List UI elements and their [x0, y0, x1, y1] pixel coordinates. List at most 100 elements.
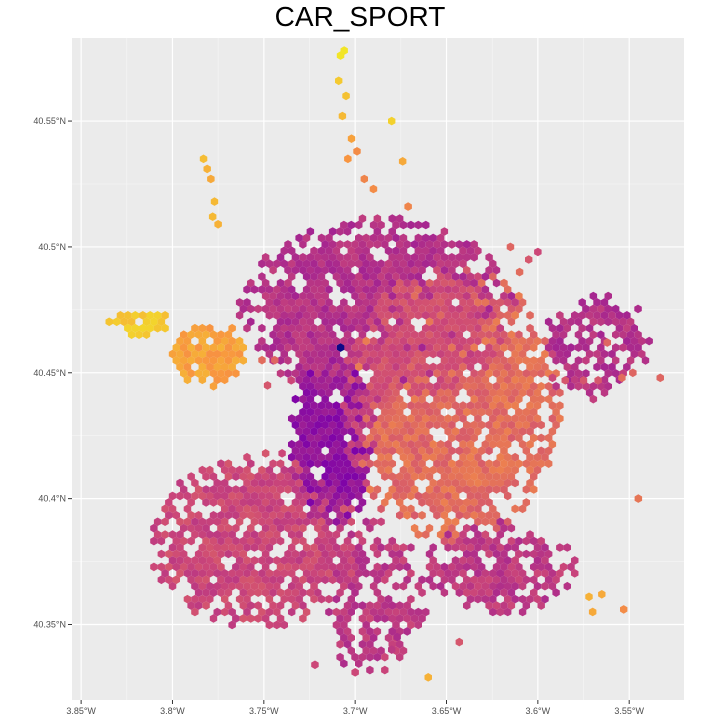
hex-cell [139, 311, 147, 320]
hex-cell [489, 440, 497, 449]
hex-cell [180, 485, 188, 494]
hex-cell [612, 304, 620, 314]
hex-cell [299, 304, 307, 314]
hex-cell [362, 285, 370, 294]
hex-cell [377, 311, 385, 320]
hex-cell [604, 382, 612, 391]
hex-cell [358, 330, 367, 339]
hex-cell [224, 536, 233, 546]
hex-cell [392, 259, 400, 269]
hex-cell [217, 343, 225, 352]
hex-cell [250, 478, 259, 488]
hex-cell [165, 562, 173, 572]
hex-cell [626, 356, 635, 365]
hex-cell [206, 362, 214, 372]
hex-cell [448, 317, 456, 327]
hex-cell [641, 356, 650, 365]
hex-cell [377, 362, 385, 372]
hex-cell [500, 459, 508, 468]
hex-cell [515, 369, 523, 378]
hex-cell [403, 356, 411, 365]
hex-cell [429, 233, 437, 243]
hex-cell [444, 478, 452, 488]
hex-cell [489, 414, 497, 423]
hex-cell [288, 607, 296, 617]
hex-cell [332, 594, 341, 604]
hex-cell [396, 472, 404, 481]
hex-cell [459, 401, 467, 410]
hex-cell [533, 452, 542, 462]
hex-cell [332, 504, 341, 514]
hex-cell [291, 498, 300, 507]
hex-cell [280, 349, 288, 359]
hex-cell [198, 517, 207, 526]
hex-cell [433, 485, 441, 494]
hex-cell [206, 556, 214, 565]
hex-cell [358, 240, 367, 249]
hex-cell [343, 253, 352, 262]
hex-cell [559, 317, 568, 327]
hex-cell [634, 494, 643, 503]
hex-cell [515, 343, 523, 352]
hex-cell [235, 556, 244, 565]
hex-cell [507, 420, 516, 430]
hex-cell [310, 491, 318, 501]
hex-cell [563, 362, 571, 372]
hex-cell [381, 459, 389, 468]
hex-cell [597, 304, 605, 314]
hex-cell [429, 336, 437, 346]
hex-cell [336, 562, 344, 572]
hex-cell [299, 614, 307, 623]
hex-cell [418, 382, 426, 391]
hex-cell [470, 536, 478, 546]
hex-cell [574, 369, 583, 378]
hex-cell [518, 336, 527, 346]
hex-cell [369, 220, 378, 230]
hex-cell [224, 485, 233, 494]
hex-cell [239, 614, 247, 623]
hex-cell [451, 349, 460, 359]
hex-cell [369, 375, 378, 385]
hex-cell [530, 459, 538, 468]
hex-cell [369, 414, 378, 423]
hex-cell [299, 420, 307, 430]
hex-cell [302, 465, 311, 475]
hex-cell [492, 459, 501, 468]
hex-cell [183, 349, 192, 359]
hex-cell [436, 246, 445, 256]
hex-cell [623, 362, 631, 372]
hex-cell [228, 581, 236, 591]
hex-cell [176, 556, 184, 565]
hex-cell [492, 536, 501, 546]
hex-cell [444, 349, 452, 359]
hex-cell [504, 581, 512, 591]
hex-cell [463, 382, 471, 391]
hex-cell [388, 433, 396, 443]
hex-cell [388, 343, 396, 352]
hex-cell [489, 594, 497, 604]
hex-cell [399, 246, 408, 256]
hex-cell [131, 311, 139, 320]
hex-cell [623, 323, 631, 333]
hex-cell [306, 511, 315, 520]
hex-cell [347, 246, 355, 256]
hex-cell [209, 356, 218, 365]
hex-cell [463, 472, 471, 481]
hex-cell [366, 652, 374, 662]
hex-cell [276, 614, 285, 623]
hex-cell [574, 382, 583, 391]
hex-cell [496, 336, 504, 346]
hex-cell [358, 291, 367, 301]
hex-cell [496, 452, 504, 462]
hex-cell [202, 523, 210, 533]
hex-cell [328, 253, 337, 262]
hex-cell [213, 375, 221, 385]
hex-cell [317, 504, 326, 514]
hex-cell [522, 549, 530, 559]
hex-cell [500, 523, 508, 533]
hex-cell [433, 407, 441, 417]
hex-cell [500, 356, 508, 365]
x-tick-label: 3.7°W [343, 706, 368, 716]
hex-cell [425, 330, 434, 339]
hex-cell [321, 369, 329, 378]
